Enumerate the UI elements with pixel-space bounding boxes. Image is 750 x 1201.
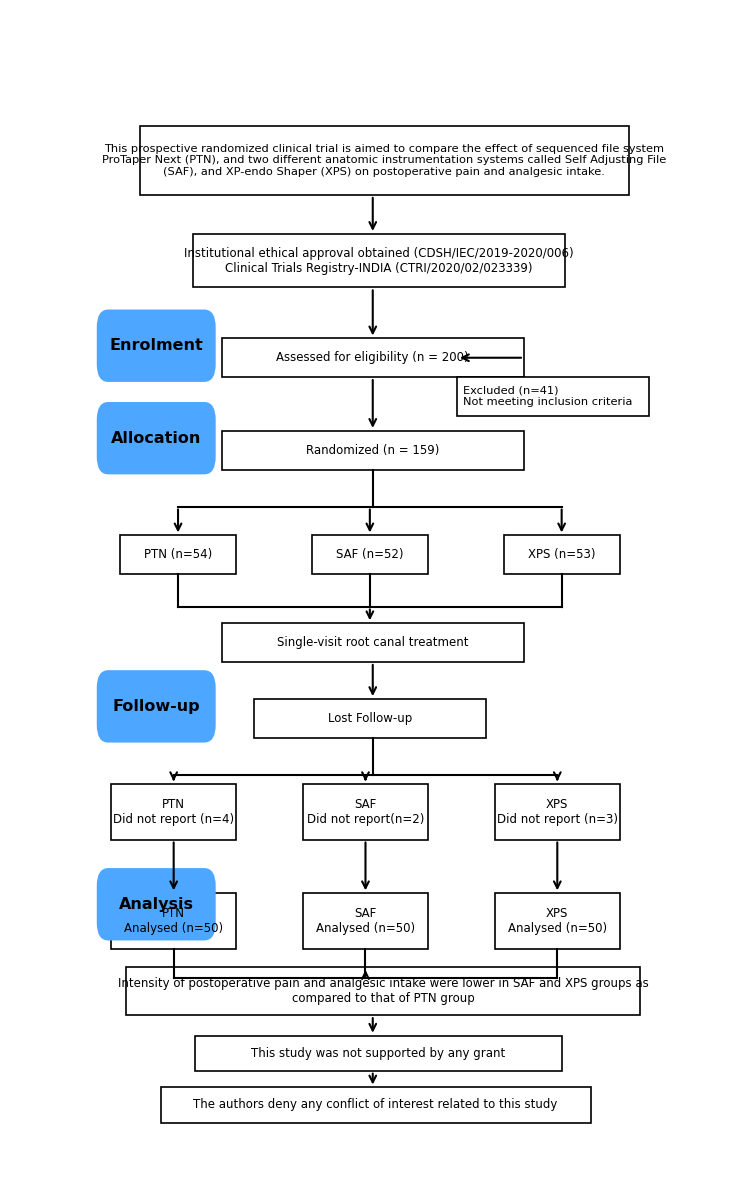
FancyBboxPatch shape bbox=[98, 870, 214, 939]
FancyBboxPatch shape bbox=[312, 536, 428, 574]
FancyBboxPatch shape bbox=[222, 339, 524, 377]
FancyBboxPatch shape bbox=[111, 784, 236, 839]
Text: This prospective randomized clinical trial is aimed to compare the effect of seq: This prospective randomized clinical tri… bbox=[102, 144, 667, 177]
FancyBboxPatch shape bbox=[98, 671, 214, 741]
FancyBboxPatch shape bbox=[196, 1035, 562, 1071]
Text: SAF
Analysed (n=50): SAF Analysed (n=50) bbox=[316, 907, 415, 934]
FancyBboxPatch shape bbox=[254, 699, 486, 737]
Text: Enrolment: Enrolment bbox=[110, 339, 203, 353]
FancyBboxPatch shape bbox=[222, 623, 524, 662]
Text: The authors deny any conflict of interest related to this study: The authors deny any conflict of interes… bbox=[194, 1099, 558, 1111]
Text: SAF
Did not report(n=2): SAF Did not report(n=2) bbox=[307, 797, 424, 826]
FancyBboxPatch shape bbox=[303, 784, 428, 839]
Text: Analysis: Analysis bbox=[118, 897, 194, 912]
Text: SAF (n=52): SAF (n=52) bbox=[336, 548, 404, 561]
Text: PTN (n=54): PTN (n=54) bbox=[144, 548, 212, 561]
Text: Excluded (n=41)
Not meeting inclusion criteria: Excluded (n=41) Not meeting inclusion cr… bbox=[463, 386, 632, 407]
FancyBboxPatch shape bbox=[98, 311, 214, 381]
FancyBboxPatch shape bbox=[457, 377, 649, 416]
Text: Randomized (n = 159): Randomized (n = 159) bbox=[306, 443, 440, 456]
FancyBboxPatch shape bbox=[160, 1087, 591, 1123]
FancyBboxPatch shape bbox=[126, 967, 640, 1015]
Text: PTN
Did not report (n=4): PTN Did not report (n=4) bbox=[113, 797, 234, 826]
FancyBboxPatch shape bbox=[503, 536, 620, 574]
Text: Follow-up: Follow-up bbox=[112, 699, 200, 713]
Text: XPS
Analysed (n=50): XPS Analysed (n=50) bbox=[508, 907, 607, 934]
Text: Institutional ethical approval obtained (CDSH/IEC/2019-2020/006)
Clinical Trials: Institutional ethical approval obtained … bbox=[184, 246, 573, 275]
FancyBboxPatch shape bbox=[111, 894, 236, 949]
Text: XPS (n=53): XPS (n=53) bbox=[528, 548, 596, 561]
FancyBboxPatch shape bbox=[495, 894, 620, 949]
FancyBboxPatch shape bbox=[495, 784, 620, 839]
Text: Intensity of postoperative pain and analgesic intake were lower in SAF and XPS g: Intensity of postoperative pain and anal… bbox=[118, 978, 648, 1005]
Text: PTN
Analysed (n=50): PTN Analysed (n=50) bbox=[124, 907, 224, 934]
Text: Assessed for eligibility (n = 200): Assessed for eligibility (n = 200) bbox=[277, 351, 469, 364]
Text: Single-visit root canal treatment: Single-visit root canal treatment bbox=[277, 637, 469, 649]
FancyBboxPatch shape bbox=[120, 536, 236, 574]
FancyBboxPatch shape bbox=[222, 431, 524, 470]
FancyBboxPatch shape bbox=[303, 894, 428, 949]
Text: Lost Follow-up: Lost Follow-up bbox=[328, 712, 412, 725]
Text: This study was not supported by any grant: This study was not supported by any gran… bbox=[251, 1046, 506, 1059]
Text: Allocation: Allocation bbox=[111, 431, 202, 446]
FancyBboxPatch shape bbox=[140, 126, 628, 195]
Text: XPS
Did not report (n=3): XPS Did not report (n=3) bbox=[496, 797, 618, 826]
FancyBboxPatch shape bbox=[193, 234, 565, 287]
FancyBboxPatch shape bbox=[98, 404, 214, 473]
